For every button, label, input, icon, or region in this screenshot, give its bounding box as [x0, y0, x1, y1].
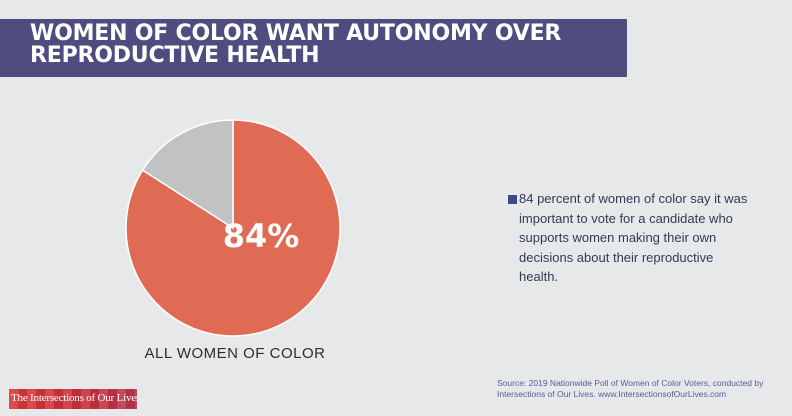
organization-logo: The Intersections of Our Lives: [9, 389, 137, 409]
source-text: Source: 2019 Nationwide Poll of Women of…: [497, 378, 764, 399]
logo-stripes: [9, 389, 137, 409]
title-banner: [0, 19, 627, 77]
pie-chart-svg: 84%: [125, 119, 341, 337]
pie-chart: 84%: [120, 110, 350, 346]
title-line-2: REPRODUCTIVE HEALTH: [30, 43, 320, 68]
note-text: 84 percent of women of color say it was …: [519, 191, 748, 284]
page-title: WOMEN OF COLOR WANT AUTONOMY OVER REPROD…: [30, 23, 620, 67]
pie-slice: [125, 119, 341, 337]
pie-caption: ALL WOMEN OF COLOR: [144, 345, 326, 362]
pie-center-label: 84%: [223, 217, 300, 255]
bullet-square-icon: [508, 195, 517, 204]
title-line-1: WOMEN OF COLOR WANT AUTONOMY OVER: [30, 21, 562, 46]
logo-text: The Intersections of Our Lives: [11, 392, 137, 404]
pie-slice: [141, 119, 234, 230]
